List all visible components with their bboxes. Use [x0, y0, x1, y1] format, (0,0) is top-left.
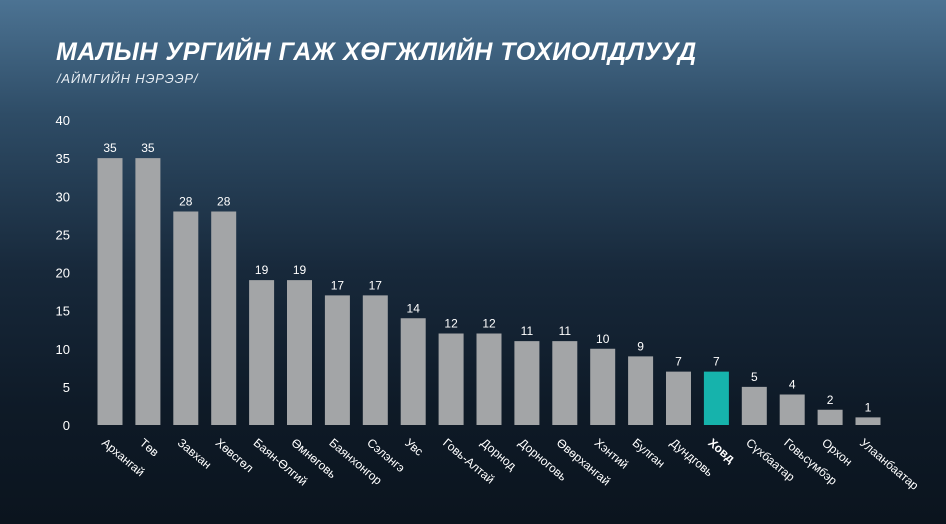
- y-tick-label: 0: [63, 418, 70, 433]
- bar-value-label: 17: [331, 278, 345, 292]
- bar: [211, 211, 237, 425]
- y-tick-label: 15: [56, 304, 70, 319]
- bar-value-label: 11: [559, 324, 572, 338]
- bar-value-label: 12: [482, 317, 496, 331]
- bar: [817, 409, 843, 425]
- bar: [552, 341, 578, 425]
- bar: [324, 295, 350, 425]
- bar-value-label: 28: [217, 195, 231, 209]
- chart-subtitle: /АЙМГИЙН НЭРЭЭР/: [57, 71, 199, 86]
- bar: [590, 348, 616, 425]
- bar-value-label: 12: [444, 317, 458, 331]
- y-tick-label: 35: [56, 151, 70, 166]
- bar-value-label: 9: [637, 339, 644, 353]
- x-category-label: Булган: [630, 436, 668, 471]
- bar: [400, 318, 426, 425]
- bar-value-label: 7: [713, 355, 720, 369]
- bar: [855, 417, 881, 425]
- x-category-label: Ховд: [705, 436, 737, 466]
- bar-value-label: 10: [596, 332, 610, 346]
- bar-value-label: 11: [521, 324, 534, 338]
- bar-value-label: 4: [789, 378, 796, 392]
- x-category-label: Увс: [402, 436, 426, 459]
- x-category-label: Улаанбаатар: [857, 436, 922, 493]
- bar: [741, 386, 767, 425]
- bar-value-label: 14: [407, 301, 421, 315]
- bar: [666, 371, 691, 425]
- y-tick-label: 30: [56, 189, 70, 204]
- x-category-label: Хөвсгөл: [213, 436, 256, 476]
- bar: [514, 341, 540, 425]
- x-category-label: Завхан: [175, 436, 214, 472]
- bar-value-label: 2: [827, 393, 834, 407]
- bar-value-label: 5: [751, 370, 758, 384]
- bars: [97, 158, 881, 425]
- x-category-label: Төв: [137, 436, 162, 460]
- bar: [249, 280, 275, 425]
- y-tick-label: 20: [56, 266, 70, 281]
- bar: [628, 356, 654, 425]
- bar-value-label: 35: [141, 141, 155, 155]
- y-tick-label: 25: [56, 227, 70, 242]
- bar-value-label: 19: [293, 263, 307, 277]
- bar: [135, 158, 161, 425]
- bar-value-label: 35: [103, 141, 117, 155]
- y-tick-label: 40: [56, 113, 70, 128]
- value-labels: 35 35 28 28 19 19 17 17 14 12 12 11 11 10 9 7 7 5 4 2 1: [103, 141, 871, 414]
- bar-value-label: 19: [255, 263, 269, 277]
- y-axis: 0 5 10 15 20 25 30 35 40: [56, 113, 70, 433]
- bar: [779, 394, 805, 425]
- bar: [476, 333, 502, 425]
- bar-value-label: 17: [369, 278, 383, 292]
- bar-value-label: 1: [865, 400, 872, 414]
- bar: [173, 211, 199, 425]
- bar-value-label: 28: [179, 195, 193, 209]
- bar: [438, 333, 464, 425]
- y-tick-label: 10: [56, 342, 70, 357]
- bar-value-label: 7: [675, 355, 682, 369]
- bar: [703, 371, 729, 425]
- bar: [97, 158, 123, 425]
- bar: [287, 280, 312, 425]
- bar: [362, 295, 388, 425]
- chart-title: МАЛЫН УРГИЙН ГАЖ ХӨГЖЛИЙН ТОХИОЛДЛУУД: [56, 38, 697, 66]
- y-tick-label: 5: [63, 380, 70, 395]
